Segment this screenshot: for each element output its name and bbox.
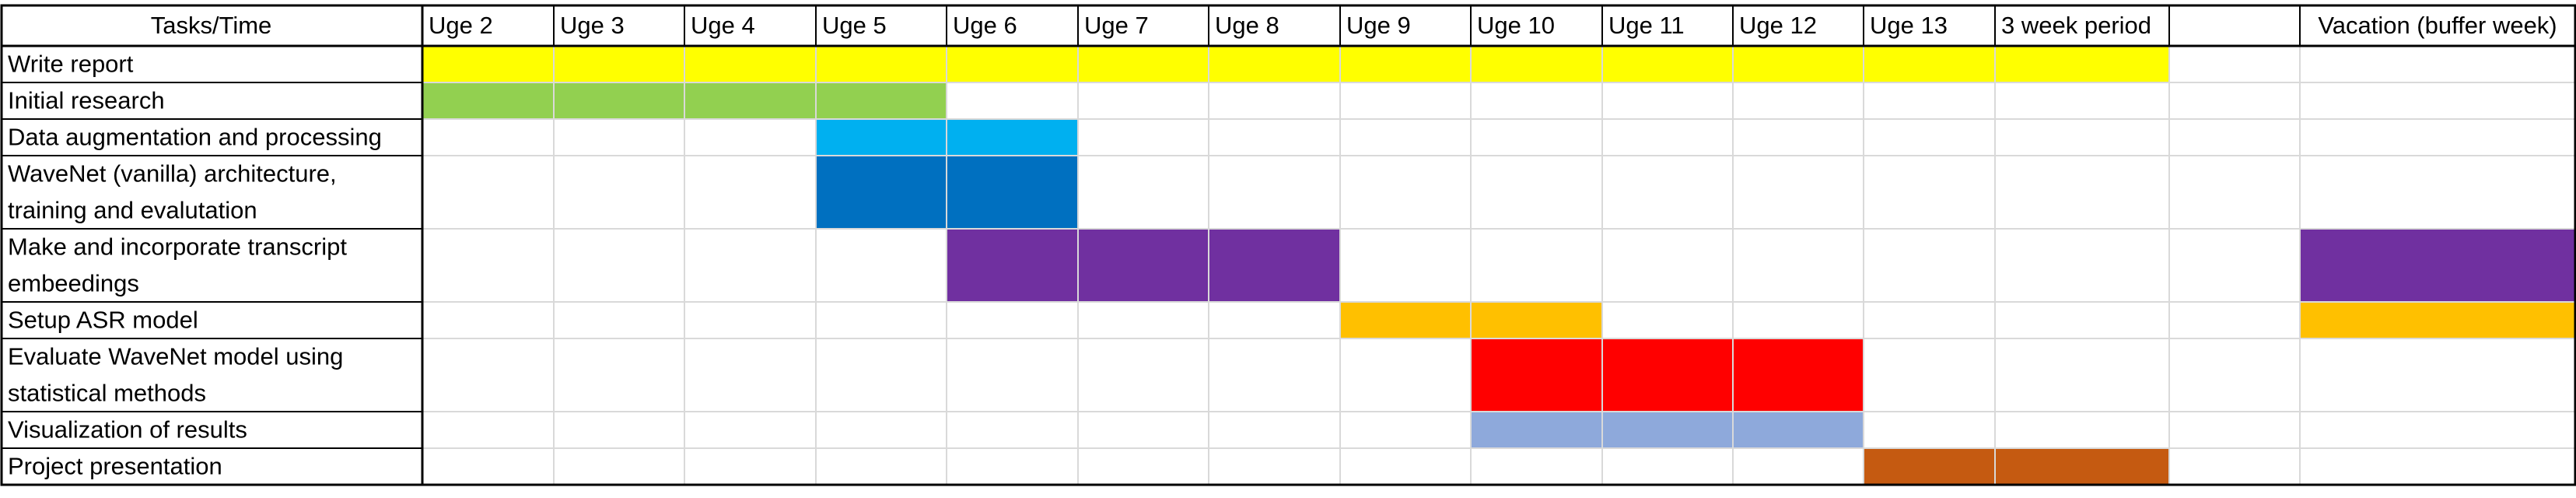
task-label: statistical methods — [8, 380, 206, 407]
task-bar — [422, 46, 2169, 82]
task-label: Initial research — [8, 87, 165, 114]
week-header: Uge 13 — [1870, 12, 1948, 39]
task-bar — [1471, 338, 1864, 412]
bars — [422, 46, 2575, 485]
week-header: Uge 8 — [1215, 12, 1279, 39]
task-bar — [947, 229, 1340, 302]
grid — [422, 46, 2575, 485]
week-header: Vacation (buffer week) — [2318, 12, 2557, 39]
task-label: Write report — [8, 51, 134, 78]
labels: Tasks/Time Uge 2 Uge 3 Uge 4 Uge 5 Uge 6 Uge 7… — [8, 12, 2557, 480]
week-header: Uge 12 — [1739, 12, 1817, 39]
week-header: Uge 9 — [1346, 12, 1411, 39]
table-border — [0, 4, 2576, 486]
task-bar — [1864, 448, 2169, 485]
week-header: Uge 3 — [560, 12, 625, 39]
task-label: Make and incorporate transcript — [8, 233, 347, 261]
task-label: Project presentation — [8, 453, 222, 480]
task-column-header: Tasks/Time — [151, 12, 272, 39]
week-header: 3 week period — [2001, 12, 2151, 39]
task-bar — [1471, 412, 1864, 448]
task-label: WaveNet (vanilla) architecture, — [8, 160, 337, 188]
task-label: Setup ASR model — [8, 307, 198, 334]
week-header: Uge 10 — [1477, 12, 1555, 39]
week-header: Uge 5 — [822, 12, 887, 39]
week-header: Uge 4 — [691, 12, 755, 39]
week-header: Uge 2 — [429, 12, 493, 39]
task-label: Evaluate WaveNet model using — [8, 343, 343, 370]
task-bar — [2300, 302, 2575, 338]
borders — [0, 4, 2576, 486]
task-label: embeedings — [8, 270, 139, 297]
week-header: Uge 6 — [953, 12, 1017, 39]
task-label: training and evalutation — [8, 197, 257, 224]
task-bar — [2300, 229, 2575, 302]
task-label: Data augmentation and processing — [8, 124, 382, 151]
task-label: Visualization of results — [8, 416, 247, 444]
week-header: Uge 11 — [1608, 12, 1685, 39]
week-header: Uge 7 — [1084, 12, 1149, 39]
